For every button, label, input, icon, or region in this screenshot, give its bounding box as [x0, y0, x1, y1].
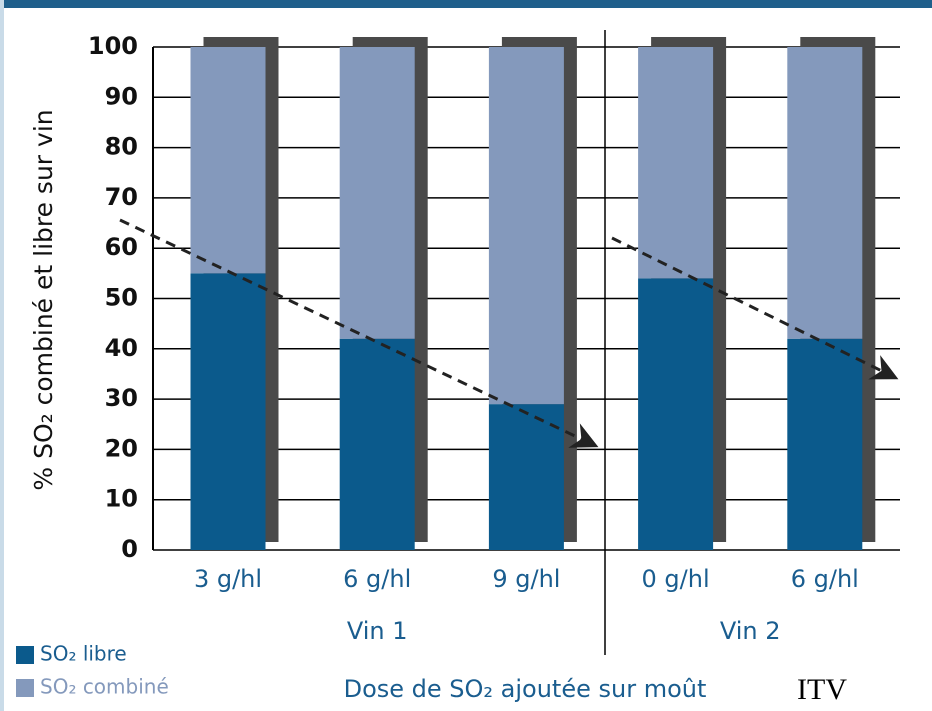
y-tick-label: 80 — [105, 133, 138, 161]
bar-segment — [787, 338, 863, 550]
bar-segment — [190, 47, 266, 274]
legend-swatch — [16, 679, 34, 697]
trend-arrow — [119, 218, 599, 448]
trend-arrow — [611, 236, 899, 380]
bar-segment — [190, 273, 266, 550]
y-tick-label: 60 — [105, 233, 138, 261]
x-tick-label: 9 g/hl — [492, 565, 560, 593]
y-tick-label: 30 — [105, 384, 138, 412]
x-tick-label: 3 g/hl — [194, 565, 262, 593]
group-label: Vin 1 — [347, 617, 408, 645]
y-tick-label: 10 — [105, 485, 138, 513]
legend-label: SO₂ combiné — [40, 675, 169, 699]
bar-segment — [339, 47, 415, 339]
bar-segment — [638, 278, 714, 550]
left-border — [0, 0, 4, 711]
y-tick-label: 20 — [105, 434, 138, 462]
y-tick-label: 100 — [88, 32, 138, 60]
bar-segment — [488, 404, 564, 550]
x-tick-label: 0 g/hl — [642, 565, 710, 593]
bar-segment — [488, 47, 564, 405]
bar-segment — [638, 47, 714, 279]
legend-label: SO₂ libre — [40, 642, 127, 666]
x-axis-label: Dose de SO₂ ajoutée sur moût — [344, 675, 707, 703]
bar-segment — [339, 338, 415, 550]
y-axis-label: % SO₂ combiné et libre sur vin — [29, 109, 58, 490]
plot: 0 10 20 30 40 50 60 70 80 90 100 3 g/hl 6 g/hl 9 g/hl… — [16, 32, 900, 699]
y-tick-label: 0 — [121, 535, 138, 563]
bar-segment — [787, 47, 863, 339]
y-tick-label: 50 — [105, 284, 138, 312]
y-tick-label: 40 — [105, 334, 138, 362]
y-tick-label: 70 — [105, 183, 138, 211]
source: ITV — [797, 673, 847, 706]
legend-swatch — [16, 646, 34, 664]
x-tick-label: 6 g/hl — [791, 565, 859, 593]
top-band — [0, 0, 932, 8]
y-tick-label: 90 — [105, 82, 138, 110]
x-tick-label: 6 g/hl — [343, 565, 411, 593]
group-label: Vin 2 — [720, 617, 781, 645]
